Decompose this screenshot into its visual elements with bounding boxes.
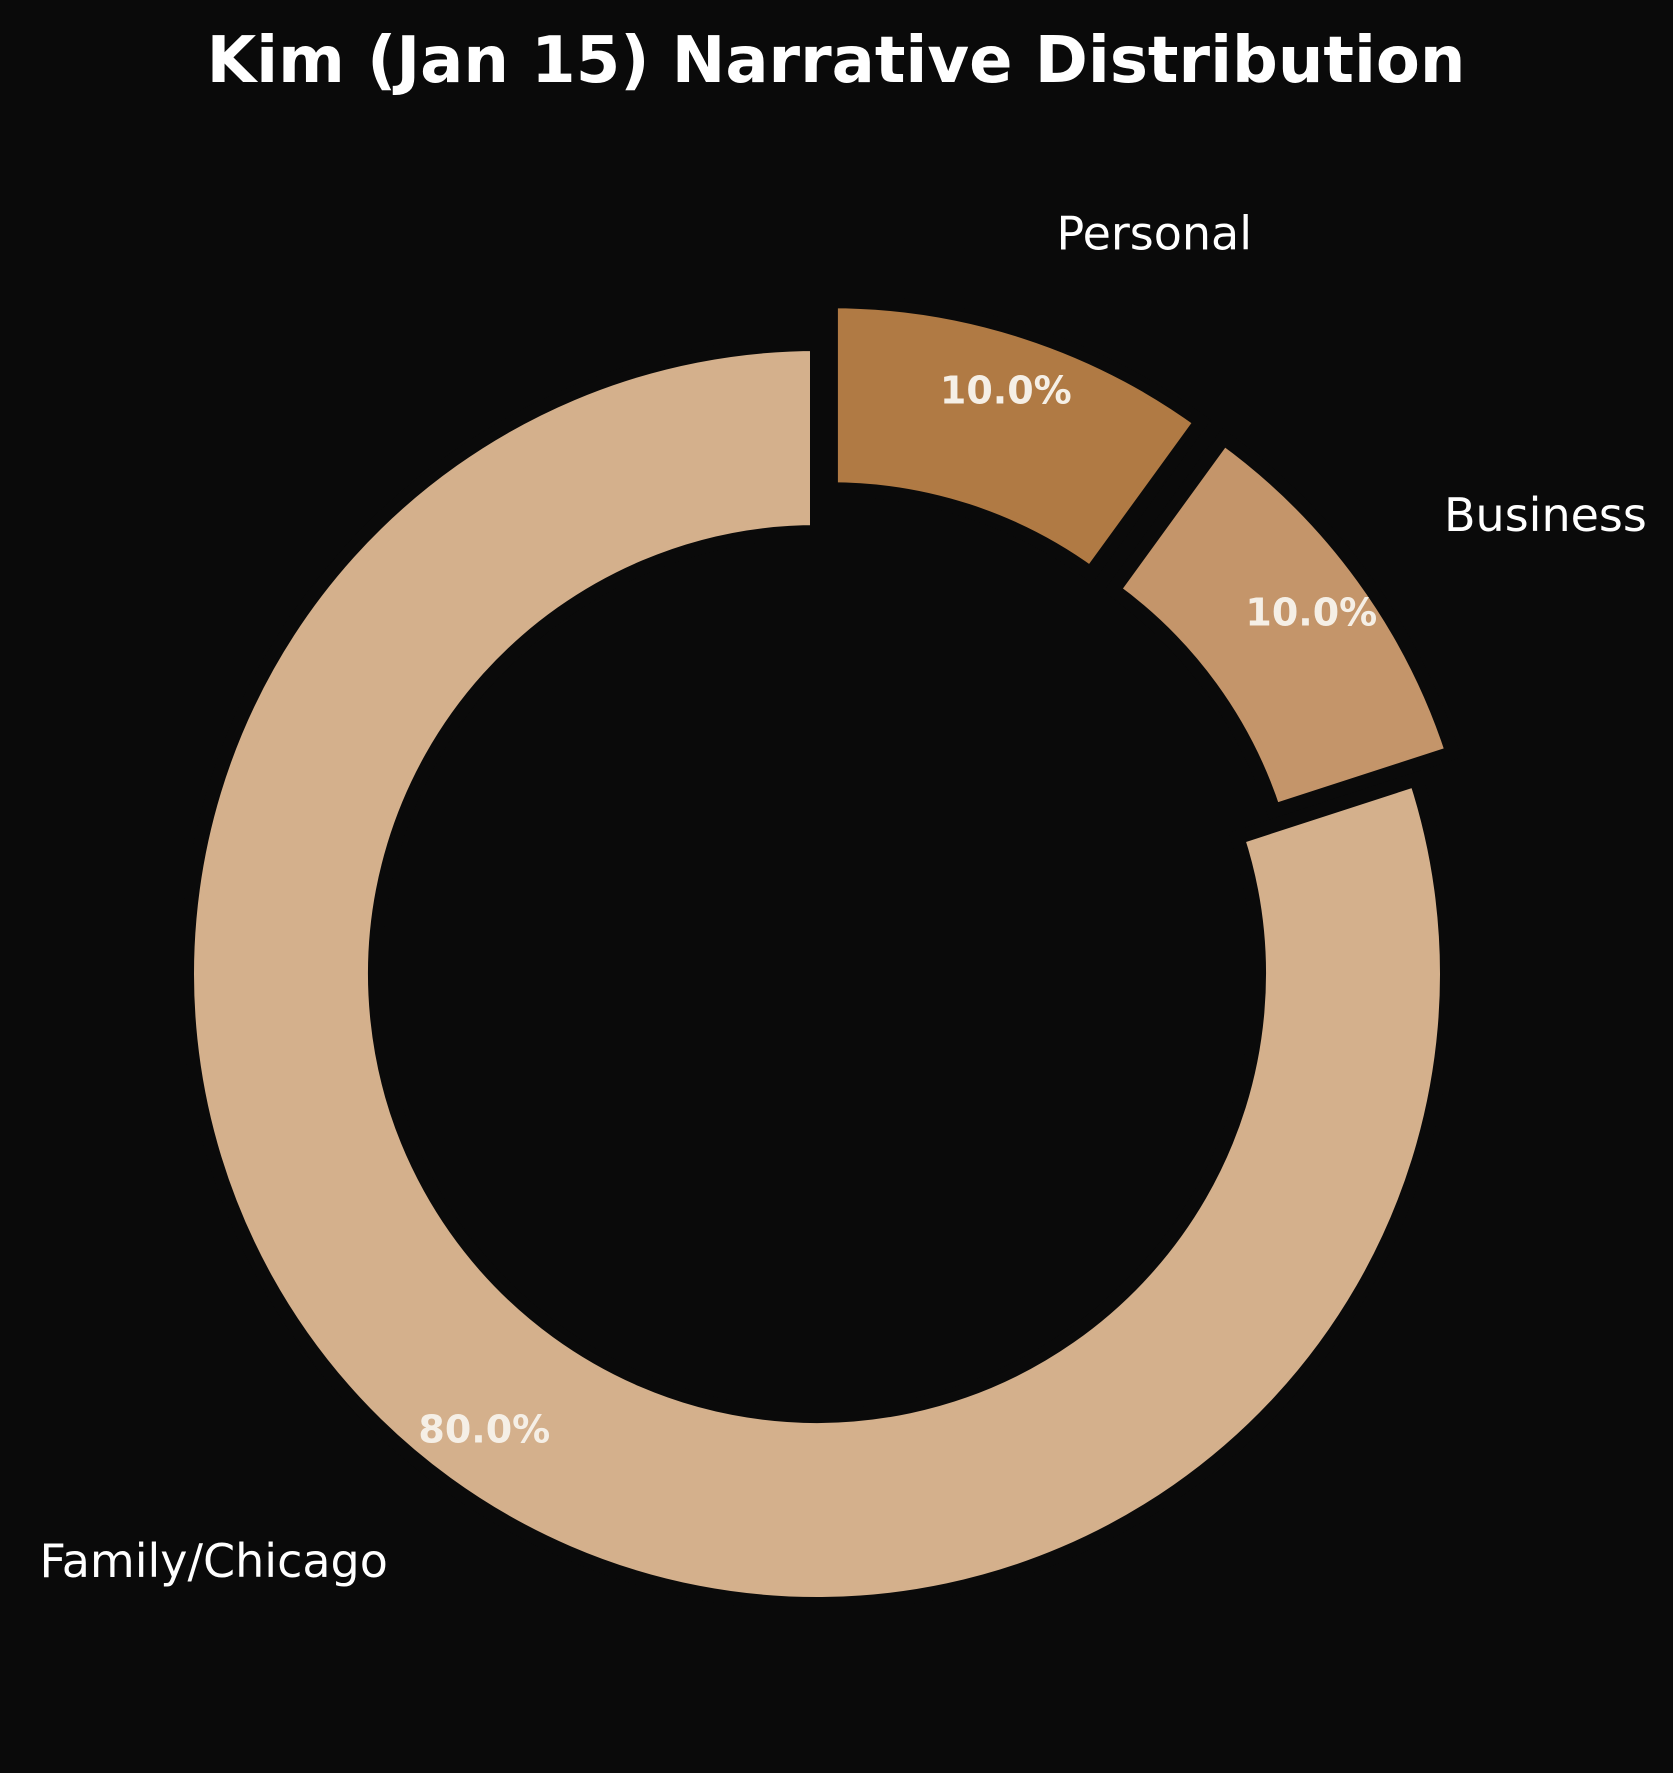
- category-label-personal: Personal: [1056, 206, 1252, 260]
- category-label-family-chicago: Family/Chicago: [40, 1534, 388, 1588]
- chart-title: Kim (Jan 15) Narrative Distribution: [207, 24, 1466, 98]
- category-label-business: Business: [1444, 488, 1647, 542]
- slice-business: [1103, 428, 1462, 820]
- slices-group: [180, 294, 1462, 1611]
- pct-label-family-chicago: 80.0%: [418, 1407, 550, 1451]
- pct-label-personal: 10.0%: [940, 368, 1072, 412]
- pct-label-business: 10.0%: [1245, 590, 1377, 634]
- labels-group: 10.0% Personal 10.0% Business 80.0% Family/Ch…: [40, 206, 1647, 1588]
- slice-personal: [823, 294, 1211, 584]
- slice-family-chicago: [180, 336, 1454, 1611]
